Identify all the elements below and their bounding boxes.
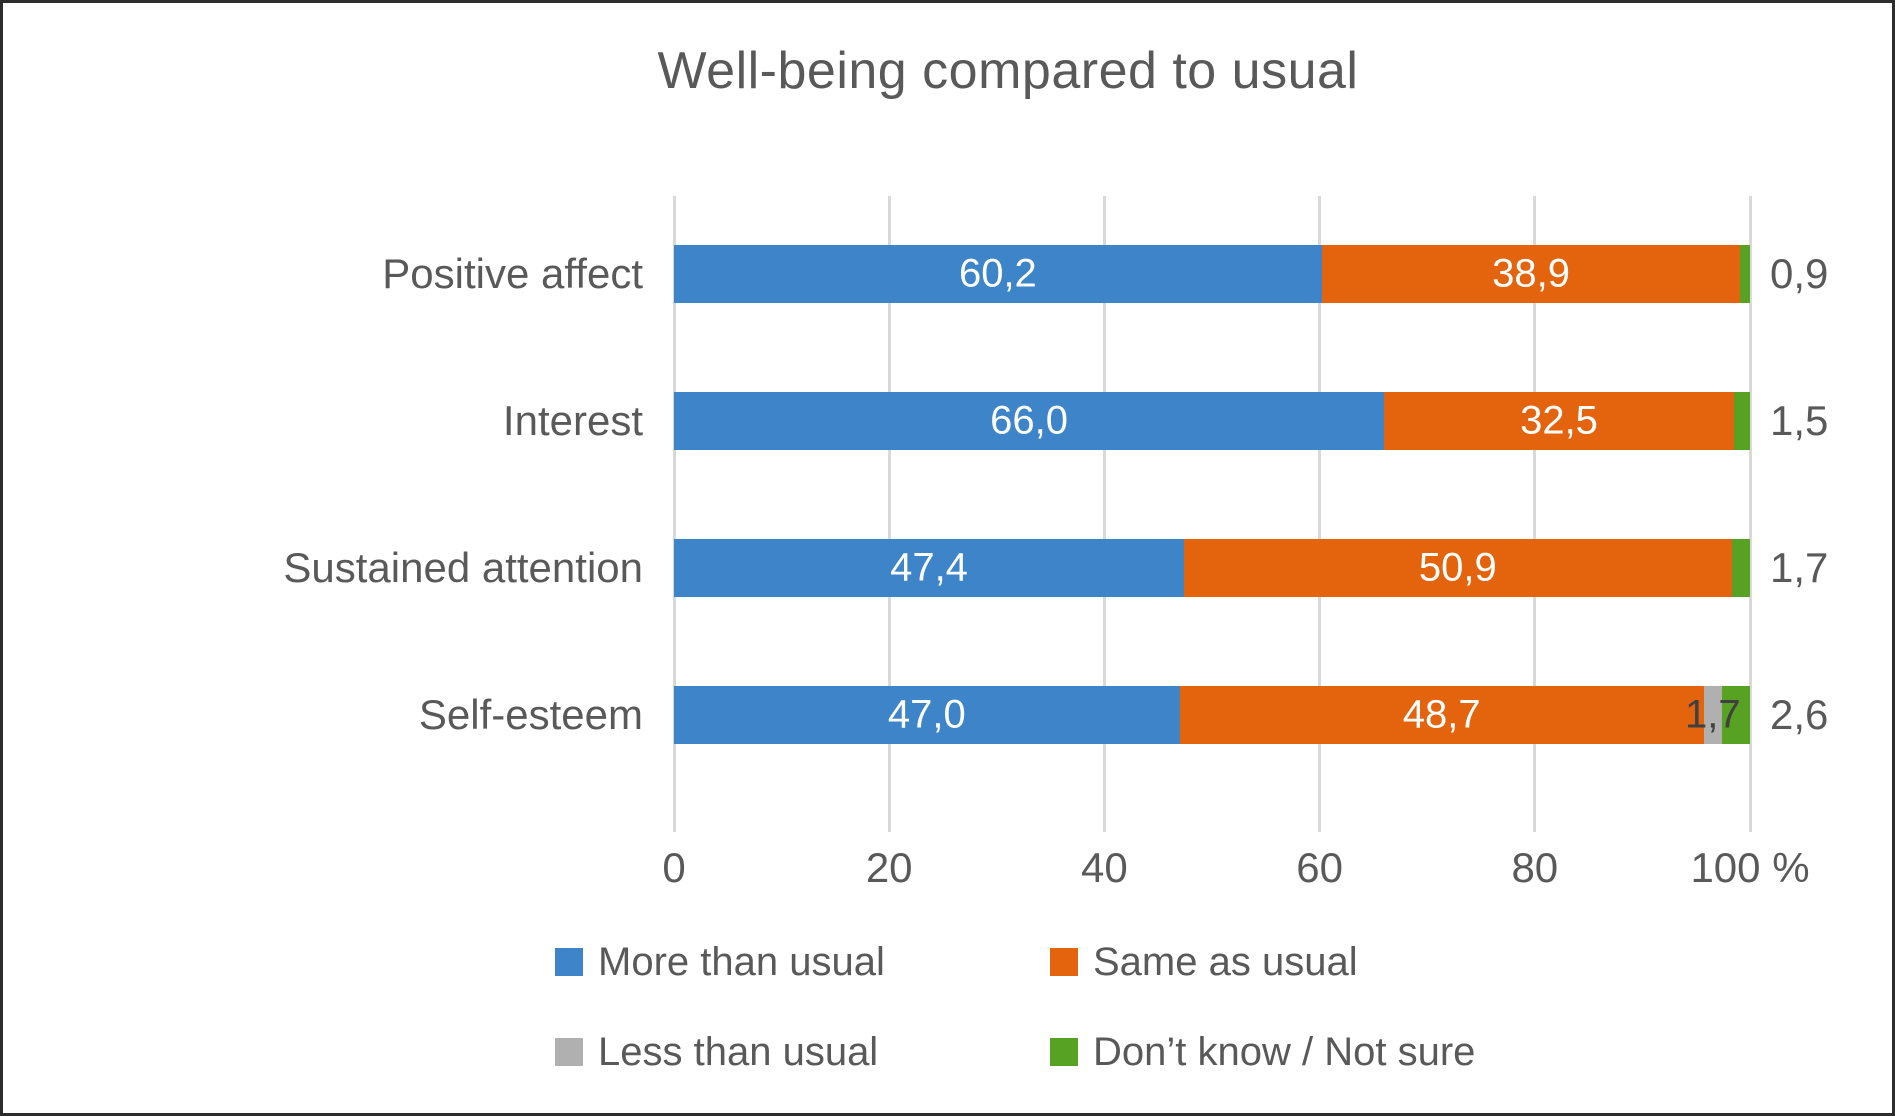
gridline bbox=[887, 196, 891, 832]
legend-item: Same as usual bbox=[1050, 937, 1358, 987]
legend-label: Less than usual bbox=[598, 1029, 879, 1074]
bar-row: 47,0 48,7 1,7 bbox=[674, 686, 1750, 744]
bar-segment bbox=[1722, 686, 1750, 744]
legend-swatch bbox=[555, 948, 583, 976]
segment-value-label: 48,7 bbox=[1402, 692, 1481, 737]
legend-item: Don’t know / Not sure bbox=[1050, 1027, 1475, 1077]
bar-row: 60,2 38,9 bbox=[674, 245, 1750, 303]
bar-segment bbox=[1733, 392, 1750, 450]
x-tick-label: 100 % bbox=[1690, 844, 1810, 891]
bar-segment: 47,0 bbox=[674, 686, 1180, 744]
segment-value-label: 32,5 bbox=[1520, 398, 1598, 443]
segment-value-label: 47,0 bbox=[887, 692, 966, 737]
segment-value-label: 1,7 bbox=[1685, 692, 1741, 737]
segment-value-label: 47,4 bbox=[890, 545, 968, 590]
bar-segment bbox=[1731, 539, 1750, 597]
legend-item: Less than usual bbox=[555, 1027, 878, 1077]
category-label: Interest bbox=[502, 397, 643, 444]
legend-swatch bbox=[1050, 1038, 1078, 1066]
segment-value-label: 60,2 bbox=[958, 251, 1037, 296]
bar-segment: 60,2 bbox=[674, 245, 1322, 303]
outside-value-label: 0,9 bbox=[1770, 250, 1829, 297]
bar-segment: 50,9 bbox=[1184, 539, 1732, 597]
bar-segment: 66,0 bbox=[674, 392, 1385, 450]
legend-label: More than usual bbox=[598, 939, 885, 984]
outside-value-label: 1,7 bbox=[1770, 544, 1829, 591]
bar-segment: 1,7 bbox=[1685, 686, 1741, 744]
category-label: Sustained attention bbox=[283, 544, 643, 591]
bar-segment: 48,7 bbox=[1179, 686, 1704, 744]
segment-value-label: 50,9 bbox=[1418, 545, 1497, 590]
legend-label: Don’t know / Not sure bbox=[1093, 1029, 1476, 1074]
gridline bbox=[1533, 196, 1537, 832]
category-label: Positive affect bbox=[382, 250, 643, 297]
x-tick-label: 40 bbox=[1081, 844, 1128, 891]
category-label: Self-esteem bbox=[418, 691, 643, 738]
gridline bbox=[1748, 196, 1752, 832]
x-tick-label: 60 bbox=[1296, 844, 1343, 891]
legend-swatch bbox=[1050, 948, 1078, 976]
legend-item: More than usual bbox=[555, 937, 885, 987]
bar-row: 47,4 50,9 bbox=[674, 539, 1750, 597]
legend-label: Same as usual bbox=[1093, 939, 1358, 984]
bar-row: 66,0 32,5 bbox=[674, 392, 1750, 450]
outside-value-label: 1,5 bbox=[1770, 397, 1829, 444]
bar-segment: 47,4 bbox=[674, 539, 1185, 597]
legend-swatch bbox=[555, 1038, 583, 1066]
x-tick-label: 20 bbox=[865, 844, 913, 891]
outside-value-label: 2,6 bbox=[1770, 691, 1829, 738]
gridline bbox=[1318, 196, 1322, 832]
bar-segment bbox=[1740, 245, 1750, 303]
segment-value-label: 66,0 bbox=[990, 398, 1069, 443]
gridline bbox=[1102, 196, 1106, 832]
segment-value-label: 38,9 bbox=[1492, 251, 1570, 296]
bar-segment: 38,9 bbox=[1321, 245, 1741, 303]
chart-title: Well-being compared to usual bbox=[657, 42, 1359, 100]
x-tick-label: 0 bbox=[662, 844, 686, 891]
gridline bbox=[672, 196, 676, 832]
bar-segment: 32,5 bbox=[1384, 392, 1734, 450]
x-tick-label: 80 bbox=[1511, 844, 1559, 891]
